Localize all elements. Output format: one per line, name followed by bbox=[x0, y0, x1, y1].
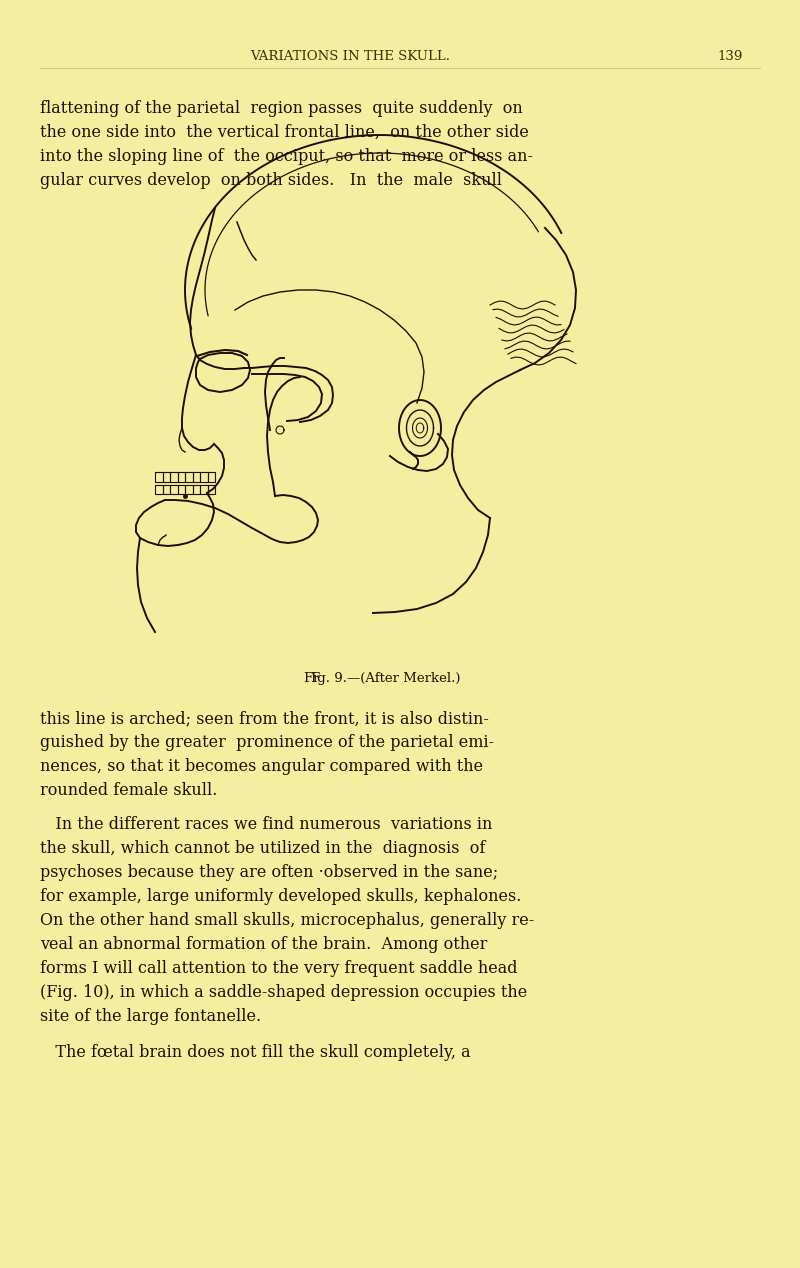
Text: this line is arched; seen from the front, it is also distin-: this line is arched; seen from the front… bbox=[40, 710, 489, 727]
Text: veal an abnormal formation of the brain.  Among other: veal an abnormal formation of the brain.… bbox=[40, 936, 487, 954]
Text: flattening of the parietal  region passes  quite suddenly  on: flattening of the parietal region passes… bbox=[40, 100, 522, 117]
Text: F: F bbox=[310, 672, 319, 685]
Text: site of the large fontanelle.: site of the large fontanelle. bbox=[40, 1008, 261, 1025]
Text: 139: 139 bbox=[718, 51, 742, 63]
Text: the skull, which cannot be utilized in the  diagnosis  of: the skull, which cannot be utilized in t… bbox=[40, 839, 486, 857]
Text: for example, large uniformly developed skulls, kephalones.: for example, large uniformly developed s… bbox=[40, 888, 522, 905]
Text: into the sloping line of  the occiput, so that  more or less an-: into the sloping line of the occiput, so… bbox=[40, 148, 533, 165]
Text: (Fig. 10), in which a saddle-shaped depression occupies the: (Fig. 10), in which a saddle-shaped depr… bbox=[40, 984, 527, 1000]
Text: psychoses because they are often ·observed in the sane;: psychoses because they are often ·observ… bbox=[40, 864, 498, 881]
Text: VARIATIONS IN THE SKULL.: VARIATIONS IN THE SKULL. bbox=[250, 51, 450, 63]
Text: In the different races we find numerous  variations in: In the different races we find numerous … bbox=[40, 817, 492, 833]
Text: rounded female skull.: rounded female skull. bbox=[40, 782, 218, 799]
Text: forms I will call attention to the very frequent saddle head: forms I will call attention to the very … bbox=[40, 960, 518, 978]
Text: Fig. 9.—(After Merkel.): Fig. 9.—(After Merkel.) bbox=[304, 672, 461, 685]
Text: the one side into  the vertical frontal line,  on the other side: the one side into the vertical frontal l… bbox=[40, 124, 529, 141]
Text: The fœtal brain does not fill the skull completely, a: The fœtal brain does not fill the skull … bbox=[40, 1044, 470, 1061]
Text: gular curves develop  on both sides.   In  the  male  skull: gular curves develop on both sides. In t… bbox=[40, 172, 502, 189]
Text: guished by the greater  prominence of the parietal emi-: guished by the greater prominence of the… bbox=[40, 734, 494, 751]
Text: On the other hand small skulls, microcephalus, generally re-: On the other hand small skulls, microcep… bbox=[40, 912, 534, 929]
Text: nences, so that it becomes angular compared with the: nences, so that it becomes angular compa… bbox=[40, 758, 483, 775]
